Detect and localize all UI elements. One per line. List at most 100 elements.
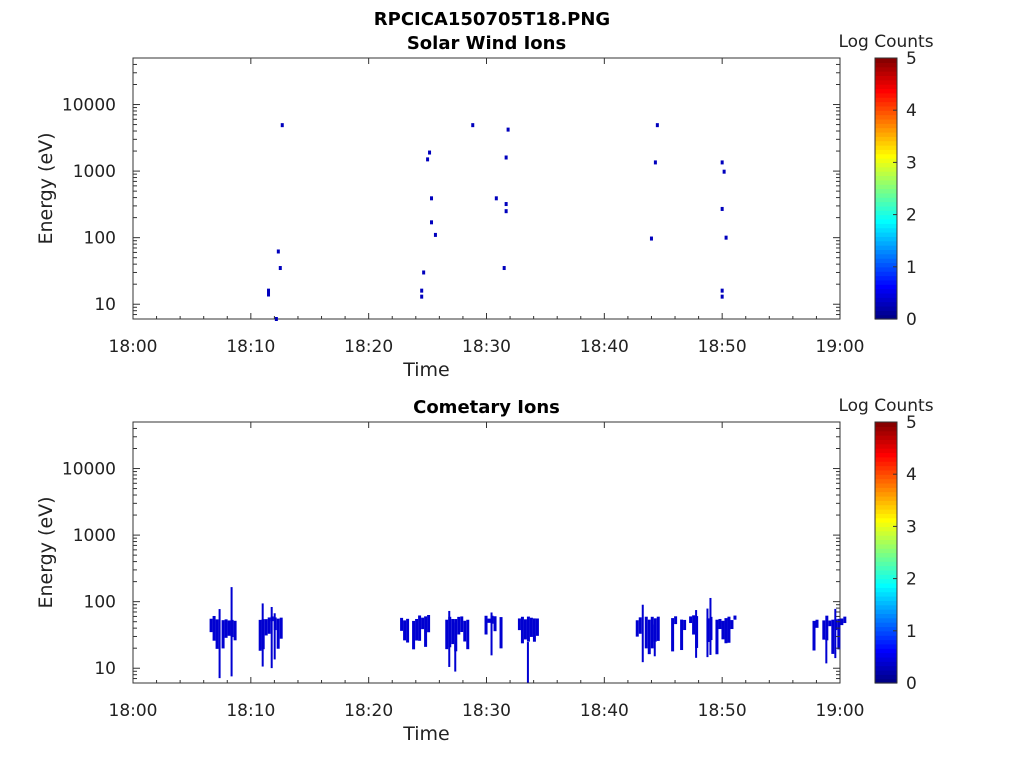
- panel1-colorbar-segment: [875, 166, 897, 172]
- panel1-colorbar-segment: [875, 258, 897, 264]
- panel1-data-point: [504, 202, 508, 207]
- panel1-colorbar-segment: [875, 158, 897, 163]
- panel1-plot-area: [132, 57, 841, 320]
- panel1-data-point: [274, 317, 278, 321]
- panel1-colorbar-segment: [875, 75, 897, 81]
- panel2-data-cell: [230, 587, 233, 677]
- panel1-colorbar-segment: [875, 310, 897, 316]
- panel2-colorbar-segment: [875, 665, 897, 671]
- panel2-data-cell: [484, 615, 488, 635]
- panel2-data-cell: [421, 617, 425, 630]
- panel1-x-tick-label: 18:20: [344, 337, 393, 357]
- panel1-y-tick-label: 10000: [62, 96, 116, 116]
- panel1-colorbar-segment: [875, 288, 897, 294]
- panel1-colorbar-segment: [875, 62, 897, 68]
- panel1-colorbar-segment: [875, 171, 897, 177]
- panel2-data-cell: [674, 616, 678, 625]
- panel1-colorbar-segment: [875, 79, 897, 85]
- panel1-data-point: [471, 123, 475, 128]
- panel2-data-cell: [227, 620, 231, 636]
- panel2-colorbar-frame: [874, 421, 898, 684]
- panel2-data-cell: [270, 606, 273, 669]
- panel2-colorbar-segment: [875, 543, 897, 549]
- panel2-colorbar-segment: [875, 526, 897, 532]
- panel2-colorbar-segment: [875, 617, 897, 623]
- panel2-data-cell: [831, 619, 835, 654]
- panel2-data-cell: [532, 618, 536, 642]
- panel2-data-cell: [671, 618, 675, 652]
- panel1-title: Solar Wind Ions: [407, 33, 566, 54]
- panel2-colorbar-segment: [875, 487, 897, 493]
- panel1-x-axis-label: Time: [402, 359, 450, 381]
- panel1-colorbar-segment: [875, 162, 897, 168]
- panel2-data-cell: [463, 620, 467, 642]
- panel1-data-point: [420, 294, 424, 299]
- panel1-colorbar-segment: [875, 179, 897, 185]
- panel2-colorbar-tick-label: 0: [906, 674, 917, 694]
- panel2-data-cell: [843, 616, 847, 624]
- panel1-data-point: [504, 209, 508, 214]
- panel2-data-cell: [715, 619, 719, 655]
- panel1-y-tick-label: 10: [94, 295, 116, 315]
- panel2-colorbar-segment: [875, 482, 897, 488]
- panel2-y-tick-label: 10000: [62, 460, 116, 480]
- panel2-data-cell: [279, 617, 283, 639]
- panel1-colorbar-tick-label: 3: [906, 153, 917, 173]
- panel2-data-cell: [424, 616, 428, 647]
- panel1-colorbar-segment: [875, 118, 897, 124]
- panel2-data-cell: [523, 619, 527, 640]
- panel2-data-cell: [258, 619, 262, 651]
- panel2-data-cell: [490, 612, 493, 656]
- panel2-data-cell: [724, 618, 728, 644]
- panel2-colorbar-segment: [875, 600, 897, 606]
- panel1-colorbar-segment: [875, 97, 897, 103]
- panel1-colorbar-segment: [875, 188, 897, 194]
- panel1-colorbar-segment: [875, 105, 897, 111]
- panel1-colorbar-segment: [875, 210, 897, 216]
- panel2-data-cell: [653, 624, 656, 657]
- panel2-data-cell: [276, 618, 280, 649]
- panel2-data-cell: [840, 618, 844, 626]
- panel2-data-cell: [635, 620, 639, 637]
- panel2-data-cell: [825, 637, 828, 664]
- panel1-data-point: [720, 206, 724, 211]
- panel1-colorbar-segment: [875, 266, 897, 272]
- panel2-colorbar-tick-label: 4: [906, 465, 917, 485]
- panel2-colorbar-tick-label: 5: [906, 413, 917, 433]
- panel2-data-cell: [520, 616, 524, 644]
- panel2-data-cell: [709, 597, 712, 655]
- panel2-colorbar-segment: [875, 635, 897, 641]
- panel1-colorbar-segment: [875, 184, 897, 190]
- panel2-colorbar-segment: [875, 556, 897, 562]
- panel1-data-point: [649, 236, 653, 241]
- panel1-colorbar-segment: [875, 232, 897, 237]
- panel2-colorbar-segment: [875, 517, 897, 523]
- panel2-colorbar-tick-label: 1: [906, 622, 917, 642]
- panel2-data-cell: [415, 618, 419, 641]
- panel2-colorbar-segment: [875, 565, 897, 571]
- panel1-data-point: [430, 220, 434, 225]
- panel1-colorbar-segment: [875, 292, 897, 298]
- panel2-x-tick-label: 18:20: [344, 701, 393, 721]
- panel1-data-point: [267, 288, 271, 293]
- panel1-x-tick-label: 18:50: [698, 337, 747, 357]
- panel2-chart: Cometary Ions 18:00 18:10 18:20 18:30 18:40 18…: [35, 396, 934, 745]
- panel2-title: Cometary Ions: [413, 397, 560, 418]
- panel2-data-cell: [418, 615, 422, 641]
- panel2-data-cell: [647, 619, 651, 655]
- panel1-data-point: [506, 127, 510, 132]
- panel1-colorbar-tick-label: 2: [906, 206, 917, 226]
- panel2-colorbar-segment: [875, 591, 897, 597]
- panel2-data-cell: [721, 620, 725, 640]
- panel1-data-point: [278, 266, 282, 271]
- panel2-data-cell: [683, 619, 687, 631]
- panel2-colorbar-tick-label: 3: [906, 517, 917, 537]
- panel2-colorbar-segment: [875, 569, 897, 575]
- panel1-colorbar-segment: [875, 271, 897, 277]
- panel2-colorbar-segment: [875, 648, 897, 654]
- panel2-data-cell: [638, 617, 642, 634]
- panel1-colorbar-segment: [875, 214, 897, 220]
- panel1-colorbar-segment: [875, 66, 897, 72]
- panel2-data-cell: [695, 610, 698, 658]
